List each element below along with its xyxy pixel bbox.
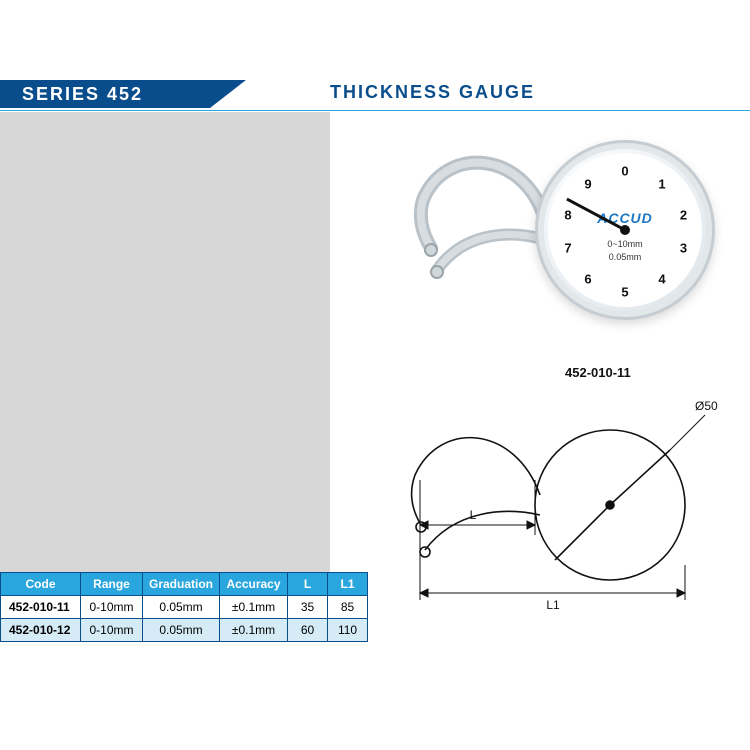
dial-num-0: 0: [621, 164, 628, 179]
col-range: Range: [81, 573, 143, 596]
dial-num-7: 7: [564, 241, 571, 256]
dial-num-6: 6: [584, 272, 591, 287]
dial-num-4: 4: [658, 272, 665, 287]
dial-num-9: 9: [584, 176, 591, 191]
dial-grad-text: 0.05mm: [609, 252, 642, 262]
cell-range: 0-10mm: [81, 619, 143, 642]
cell-graduation: 0.05mm: [143, 619, 220, 642]
cell-L1: 110: [328, 619, 368, 642]
header-rule: [0, 110, 750, 111]
dial-num-1: 1: [658, 176, 665, 191]
drawing-caption: 452-010-11: [565, 365, 631, 380]
dial-face: 0 1 2 3 4 5 6 7 8 9 ACCUD 0~10mm 0.05mm: [548, 153, 702, 307]
cell-code: 452-010-11: [1, 596, 81, 619]
cell-range: 0-10mm: [81, 596, 143, 619]
product-title: THICKNESS GAUGE: [330, 82, 535, 103]
gauge-dial: 0 1 2 3 4 5 6 7 8 9 ACCUD 0~10mm 0.05mm: [535, 140, 715, 320]
dial-num-3: 3: [680, 241, 687, 256]
series-label: SERIES 452: [0, 84, 143, 105]
col-L: L: [288, 573, 328, 596]
dial-hub: [620, 225, 630, 235]
col-graduation: Graduation: [143, 573, 220, 596]
cell-graduation: 0.05mm: [143, 596, 220, 619]
dia-label: Ø50: [695, 399, 718, 413]
table-row: 452-010-11 0-10mm 0.05mm ±0.1mm 35 85: [1, 596, 368, 619]
dial-num-2: 2: [680, 207, 687, 222]
cell-code: 452-010-12: [1, 619, 81, 642]
spec-table-header-row: Code Range Graduation Accuracy L L1: [1, 573, 368, 596]
technical-drawing: 452-010-11 Ø50 L L1: [395, 365, 725, 615]
dial-num-5: 5: [621, 284, 628, 299]
dial-range-text: 0~10mm: [607, 239, 642, 249]
L-label: L: [470, 508, 477, 522]
series-band: SERIES 452: [0, 80, 143, 108]
page-header: SERIES 452 THICKNESS GAUGE: [0, 80, 750, 112]
table-row: 452-010-12 0-10mm 0.05mm ±0.1mm 60 110: [1, 619, 368, 642]
cell-L1: 85: [328, 596, 368, 619]
col-L1: L1: [328, 573, 368, 596]
cell-L: 35: [288, 596, 328, 619]
cell-accuracy: ±0.1mm: [220, 596, 288, 619]
col-accuracy: Accuracy: [220, 573, 288, 596]
L1-label: L1: [546, 598, 560, 612]
cell-L: 60: [288, 619, 328, 642]
dial-num-8: 8: [564, 207, 571, 222]
col-code: Code: [1, 573, 81, 596]
product-image: 0 1 2 3 4 5 6 7 8 9 ACCUD 0~10mm 0.05mm: [395, 130, 725, 340]
grey-side-block: [0, 112, 330, 572]
technical-drawing-svg: Ø50 L L1: [395, 365, 725, 615]
cell-accuracy: ±0.1mm: [220, 619, 288, 642]
spec-table: Code Range Graduation Accuracy L L1 452-…: [0, 572, 368, 642]
